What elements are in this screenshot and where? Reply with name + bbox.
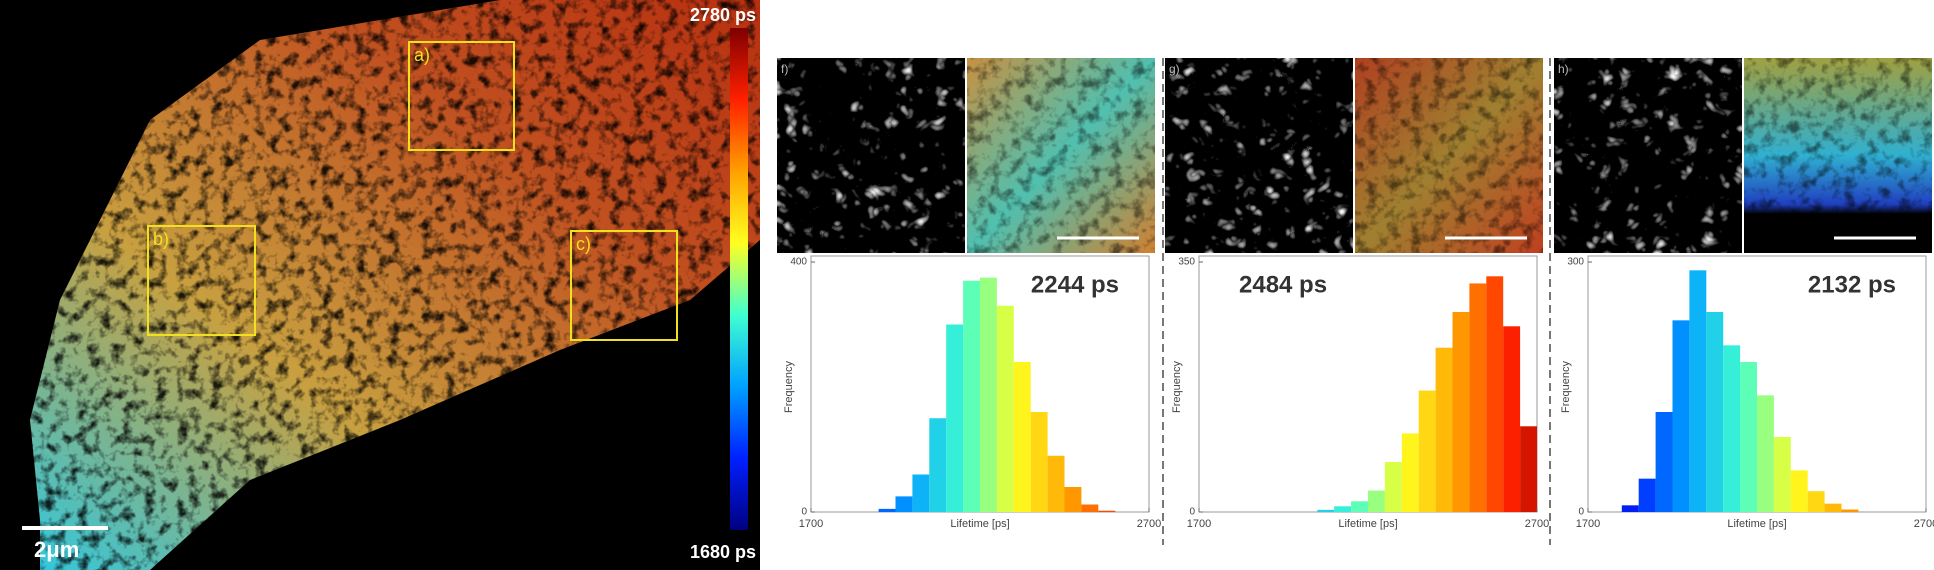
histogram-bar [1030, 412, 1048, 512]
y-tick-label: 0 [1189, 507, 1195, 518]
x-axis-label: Lifetime [ps] [1338, 518, 1397, 530]
x-tick-label: 2700 [1525, 518, 1549, 530]
histogram-bar [1773, 437, 1791, 512]
y-tick-label: 300 [1567, 257, 1584, 268]
y-tick-label: 0 [801, 507, 807, 518]
lifetime-texture [1355, 58, 1543, 253]
histogram-bar [1706, 312, 1724, 512]
colorbar-min: 1680 ps [690, 542, 756, 562]
x-axis-label: Lifetime [ps] [1727, 518, 1786, 530]
histogram-bar [1013, 362, 1031, 512]
panel-label: f) [781, 62, 788, 76]
y-axis-label: Frequency [783, 361, 795, 413]
histogram-bar [1638, 478, 1656, 512]
annotation: 2484 ps [1239, 271, 1327, 298]
histogram-bar [1503, 326, 1521, 512]
histogram-bar [1452, 312, 1470, 512]
histogram-bar [1824, 503, 1842, 512]
colorbar-max: 2780 ps [690, 5, 756, 25]
histogram-bar [1334, 506, 1352, 512]
histogram-bar [1807, 491, 1825, 512]
x-tick-label: 2700 [1914, 518, 1934, 530]
histogram-bar [980, 277, 997, 512]
y-tick-label: 400 [790, 257, 807, 268]
microscopy-image: a) b) c) 2780 ps 1680 ps 2μm [0, 0, 760, 570]
panel-label: h) [1558, 62, 1569, 76]
annotation: 2132 ps [1808, 271, 1896, 298]
histogram-bar [1368, 490, 1385, 512]
histogram-bar [912, 474, 930, 512]
y-tick-label: 350 [1178, 257, 1195, 268]
histogram-bar [1689, 270, 1707, 512]
grayscale-texture [1554, 58, 1742, 253]
histogram-bar [1351, 501, 1368, 512]
histogram-bar [1655, 412, 1673, 512]
x-tick-label: 2700 [1137, 518, 1161, 530]
x-tick-label: 1700 [1187, 518, 1211, 530]
roi-label: b) [153, 229, 169, 249]
scale-bar-label: 2μm [34, 537, 79, 562]
histogram-bar [1790, 470, 1808, 512]
colorbar [730, 28, 748, 530]
roi-label: c) [576, 234, 591, 254]
histogram-bar [946, 324, 964, 512]
histogram-bar [1740, 362, 1757, 512]
grayscale-texture [777, 58, 965, 253]
y-axis-label: Frequency [1171, 361, 1183, 413]
histogram-bar [1047, 455, 1065, 512]
histogram-bar [996, 305, 1014, 512]
roi-label: a) [414, 45, 430, 65]
histogram-bar [1841, 509, 1859, 512]
histogram-bar [895, 496, 913, 512]
grayscale-texture [1165, 58, 1353, 253]
histogram-bar [1520, 426, 1537, 512]
histogram-bar [1384, 462, 1402, 512]
histogram-bar [878, 508, 896, 512]
histogram-bar [1486, 276, 1504, 512]
histogram-bar [1469, 283, 1487, 512]
histogram-bar [1435, 347, 1453, 512]
histogram-bar [1723, 345, 1741, 512]
thumbnails: f) g) h) [777, 58, 1932, 253]
histogram-bar [1081, 504, 1099, 512]
histogram-bar [1098, 510, 1116, 512]
histogram-bar [1672, 320, 1690, 512]
histogram-bar [1418, 390, 1436, 512]
y-tick-label: 0 [1578, 507, 1584, 518]
y-axis-label: Frequency [1560, 361, 1572, 413]
lifetime-texture [1744, 58, 1932, 253]
x-tick-label: 1700 [1576, 518, 1600, 530]
x-axis-label: Lifetime [ps] [950, 518, 1009, 530]
histogram-bar [929, 418, 947, 512]
panel-label: g) [1169, 62, 1180, 76]
histogram-bar [1064, 487, 1082, 512]
lifetime-texture [967, 58, 1155, 253]
x-tick-label: 1700 [799, 518, 823, 530]
histogram-bar [1401, 433, 1419, 512]
histogram-bar [963, 280, 980, 512]
histogram-bar [1757, 395, 1774, 512]
histogram-bar [1317, 509, 1335, 512]
histogram-bar [1621, 505, 1639, 512]
annotation: 2244 ps [1031, 271, 1119, 298]
